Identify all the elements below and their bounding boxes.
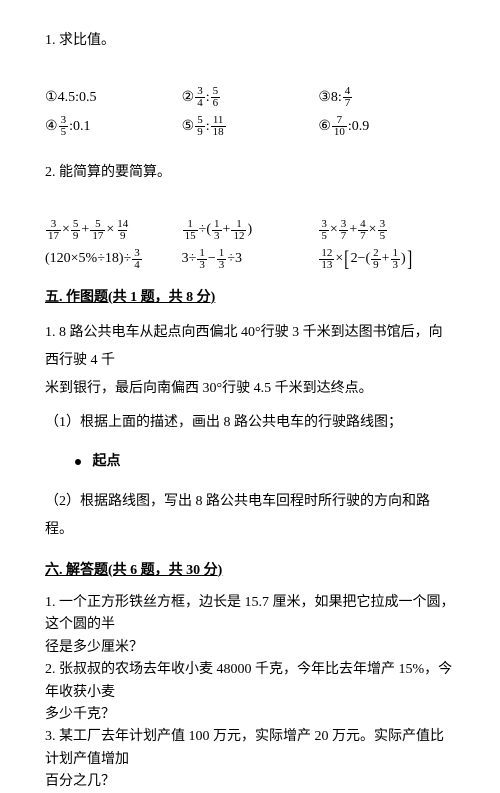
- section5-head: 五. 作图题(共 1 题，共 8 分): [45, 287, 455, 309]
- q1-item-1-label: ①: [45, 87, 58, 109]
- q1-item-2-label: ②: [182, 87, 195, 109]
- q1-item-2: ② 3 4 : 5 6: [182, 86, 319, 109]
- q2-expr-1: 317 ×59 +517 ×149: [45, 219, 182, 242]
- page: 1. 求比值。 ① 4.5 : 0.5 ② 3 4 : 5 6 ③ 8 : 4: [0, 0, 500, 708]
- q1-item-4-b: 0.1: [73, 116, 91, 138]
- section5-sub2: （2）根据路线图，写出 8 路公共电车回程时所行驶的方向和路程。: [45, 488, 455, 544]
- fraction: 5 9: [195, 115, 205, 138]
- section6-p3: 3. 某工厂去年计划产值 100 万元，实际增产 20 万元。实际产值比计划产值…: [45, 726, 455, 793]
- q2-expr-6: 1213 ×[ 2−( 29 + 13 ) ]: [318, 248, 455, 271]
- q1-item-5: ⑤ 5 9 : 11 18: [182, 115, 319, 138]
- fraction: 4 7: [343, 86, 353, 109]
- colon: :: [338, 87, 342, 109]
- fraction: 11 18: [211, 115, 226, 138]
- q1-item-3: ③ 8 : 4 7: [318, 86, 455, 109]
- section5-sub1: （1）根据上面的描述，画出 8 路公共电车的行驶路线图；: [45, 409, 455, 437]
- q1-item-4-label: ④: [45, 116, 58, 138]
- q1-title: 1. 求比值。: [45, 30, 455, 52]
- fraction: 3 4: [195, 86, 205, 109]
- section6-head: 六. 解答题(共 6 题，共 30 分): [45, 560, 455, 582]
- q1-item-1: ① 4.5 : 0.5: [45, 87, 182, 109]
- fraction: 7 10: [332, 115, 347, 138]
- section6-p1: 1. 一个正方形铁丝方框，边长是 15.7 厘米，如果把它拉成一个圆，这个圆的半…: [45, 592, 455, 659]
- q1-row-1: ① 4.5 : 0.5 ② 3 4 : 5 6 ③ 8 : 4 7: [45, 86, 455, 109]
- section6-p2: 2. 张叔叔的农场去年收小麦 48000 千克，今年比去年增产 15%，今年收获…: [45, 659, 455, 726]
- section5-p1: 1. 8 路公共电车从起点向西偏北 40°行驶 3 千米到达图书馆后，向西行驶 …: [45, 319, 455, 403]
- q1-item-1-a: 4.5: [58, 87, 76, 109]
- q2-expr-2: 115 ÷(13 +112): [182, 219, 319, 242]
- dot-icon: [75, 459, 81, 465]
- q1-item-3-label: ③: [318, 87, 331, 109]
- q1-item-4: ④ 3 5 : 0.1: [45, 115, 182, 138]
- q2-expr-5: 3÷ 13 − 13 ÷3: [182, 248, 319, 271]
- colon: :: [206, 116, 210, 138]
- q1-item-3-a: 8: [331, 87, 338, 109]
- q2-expr-4: (120×5%÷18)÷ 34: [45, 248, 182, 271]
- q1-item-6-b: 0.9: [352, 116, 370, 138]
- q2-expr-3: 35 ×37 +47 ×35: [318, 219, 455, 242]
- q1-row-2: ④ 3 5 : 0.1 ⑤ 5 9 : 11 18 ⑥ 7 10: [45, 115, 455, 138]
- q2-title: 2. 能简算的要简算。: [45, 162, 455, 184]
- fraction: 5 6: [211, 86, 221, 109]
- origin-label: 起点: [93, 454, 121, 469]
- fraction: 3 5: [59, 115, 69, 138]
- q1-item-6: ⑥ 7 10 : 0.9: [318, 115, 455, 138]
- q2-row-2: (120×5%÷18)÷ 34 3÷ 13 − 13 ÷3 1213 ×[ 2−…: [45, 248, 455, 271]
- colon: :: [206, 87, 210, 109]
- origin-point: 起点: [75, 451, 455, 473]
- q1-item-1-b: 0.5: [79, 87, 97, 109]
- q1-item-6-label: ⑥: [318, 116, 331, 138]
- q1-item-5-label: ⑤: [182, 116, 195, 138]
- q2-row-1: 317 ×59 +517 ×149 115 ÷(13 +112) 35 ×37 …: [45, 219, 455, 242]
